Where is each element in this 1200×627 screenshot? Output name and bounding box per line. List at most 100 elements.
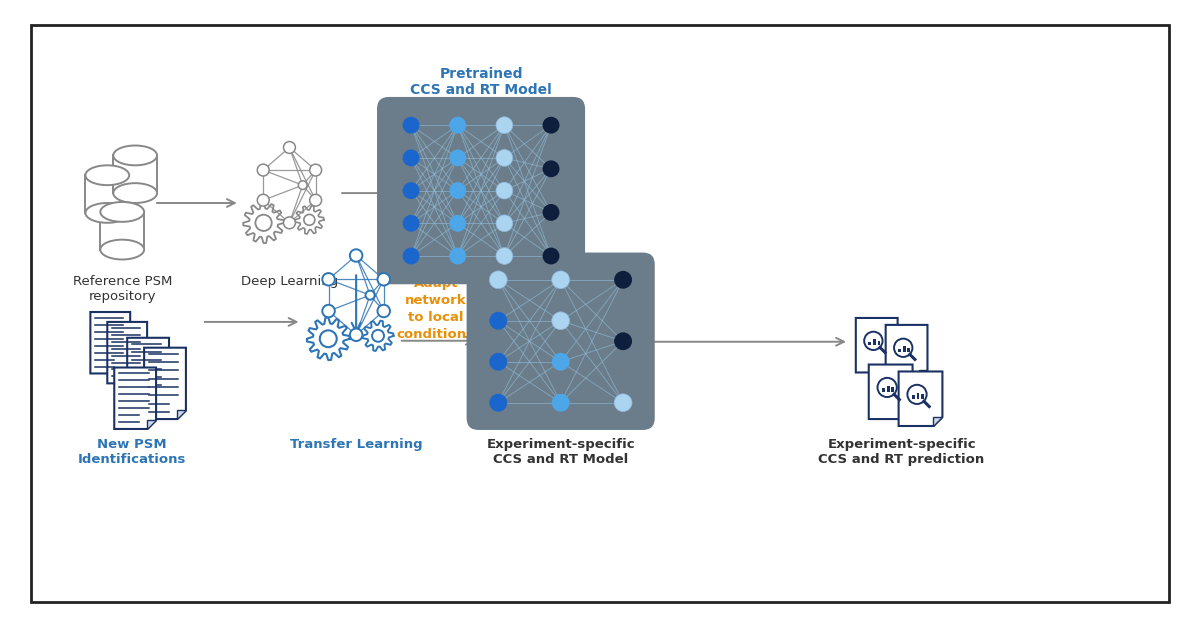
Circle shape: [449, 215, 466, 232]
Text: New PSM
Identifications: New PSM Identifications: [78, 438, 186, 466]
Bar: [869, 342, 871, 345]
Polygon shape: [107, 322, 148, 383]
Bar: [912, 395, 914, 399]
Circle shape: [496, 149, 512, 166]
Polygon shape: [856, 318, 898, 372]
Circle shape: [496, 182, 512, 199]
Circle shape: [320, 330, 337, 347]
FancyBboxPatch shape: [31, 24, 1169, 603]
Bar: [882, 388, 884, 392]
Circle shape: [366, 291, 374, 300]
Circle shape: [552, 394, 570, 411]
Circle shape: [542, 161, 559, 177]
Bar: [892, 387, 894, 392]
Circle shape: [403, 117, 420, 134]
Circle shape: [403, 248, 420, 265]
Ellipse shape: [101, 202, 144, 222]
Polygon shape: [144, 348, 186, 419]
Circle shape: [496, 182, 512, 199]
Polygon shape: [869, 364, 912, 419]
Circle shape: [310, 164, 322, 176]
Circle shape: [614, 271, 632, 288]
Ellipse shape: [101, 240, 144, 260]
Bar: [917, 393, 919, 399]
Text: Deep Learning: Deep Learning: [241, 275, 338, 288]
Polygon shape: [127, 338, 169, 409]
Circle shape: [378, 273, 390, 285]
Polygon shape: [121, 364, 130, 374]
Circle shape: [552, 271, 570, 288]
Circle shape: [496, 117, 512, 134]
Circle shape: [403, 182, 420, 199]
Circle shape: [323, 305, 335, 317]
Polygon shape: [899, 371, 942, 426]
Text: Reference PSM
repository: Reference PSM repository: [72, 275, 172, 303]
Polygon shape: [918, 371, 928, 379]
Bar: [907, 348, 910, 352]
Circle shape: [552, 312, 570, 330]
Circle shape: [614, 332, 632, 350]
Circle shape: [257, 194, 269, 206]
Text: Experiment-specific
CCS and RT Model: Experiment-specific CCS and RT Model: [486, 438, 635, 466]
Circle shape: [403, 215, 420, 232]
Text: Transfer Learning: Transfer Learning: [290, 438, 422, 451]
Circle shape: [496, 117, 512, 134]
Circle shape: [542, 117, 559, 134]
Circle shape: [496, 215, 512, 232]
Circle shape: [490, 394, 508, 411]
Circle shape: [449, 117, 466, 134]
Text: Pretrained
CCS and RT Model: Pretrained CCS and RT Model: [410, 66, 552, 97]
Text: Experiment-specific
CCS and RT prediction: Experiment-specific CCS and RT predictio…: [818, 438, 985, 466]
Polygon shape: [176, 410, 186, 419]
Text: Adapt
network
to local
conditions: Adapt network to local conditions: [397, 277, 475, 341]
Ellipse shape: [113, 183, 157, 203]
Circle shape: [378, 305, 390, 317]
Polygon shape: [904, 410, 912, 419]
Circle shape: [403, 149, 420, 166]
Circle shape: [283, 142, 295, 154]
Bar: [887, 386, 889, 392]
Polygon shape: [889, 364, 898, 372]
Circle shape: [449, 182, 466, 199]
Circle shape: [449, 149, 466, 166]
Circle shape: [257, 164, 269, 176]
Bar: [922, 394, 924, 399]
Circle shape: [490, 271, 508, 288]
Circle shape: [496, 248, 512, 265]
Circle shape: [372, 330, 384, 342]
Circle shape: [350, 250, 362, 261]
Circle shape: [283, 217, 295, 229]
Circle shape: [350, 329, 362, 341]
Circle shape: [304, 214, 314, 225]
Polygon shape: [138, 374, 148, 383]
Polygon shape: [113, 155, 157, 193]
Circle shape: [614, 394, 632, 411]
Circle shape: [496, 248, 512, 265]
Polygon shape: [934, 417, 942, 426]
Ellipse shape: [113, 145, 157, 166]
Circle shape: [614, 394, 632, 411]
FancyBboxPatch shape: [467, 253, 655, 430]
Polygon shape: [101, 212, 144, 250]
Circle shape: [490, 312, 508, 330]
Polygon shape: [148, 420, 156, 429]
Polygon shape: [160, 400, 169, 409]
Circle shape: [542, 248, 559, 265]
Bar: [902, 347, 906, 352]
Circle shape: [490, 353, 508, 371]
Circle shape: [310, 194, 322, 206]
Circle shape: [323, 273, 335, 285]
Circle shape: [542, 204, 559, 221]
Circle shape: [552, 353, 570, 371]
Polygon shape: [85, 175, 130, 213]
Circle shape: [552, 271, 570, 288]
Polygon shape: [114, 367, 156, 429]
Polygon shape: [886, 325, 928, 379]
Circle shape: [552, 312, 570, 330]
Bar: [898, 349, 901, 352]
Ellipse shape: [85, 203, 130, 223]
Polygon shape: [90, 312, 130, 374]
Circle shape: [299, 181, 307, 189]
Bar: [872, 339, 876, 345]
Circle shape: [256, 214, 271, 231]
